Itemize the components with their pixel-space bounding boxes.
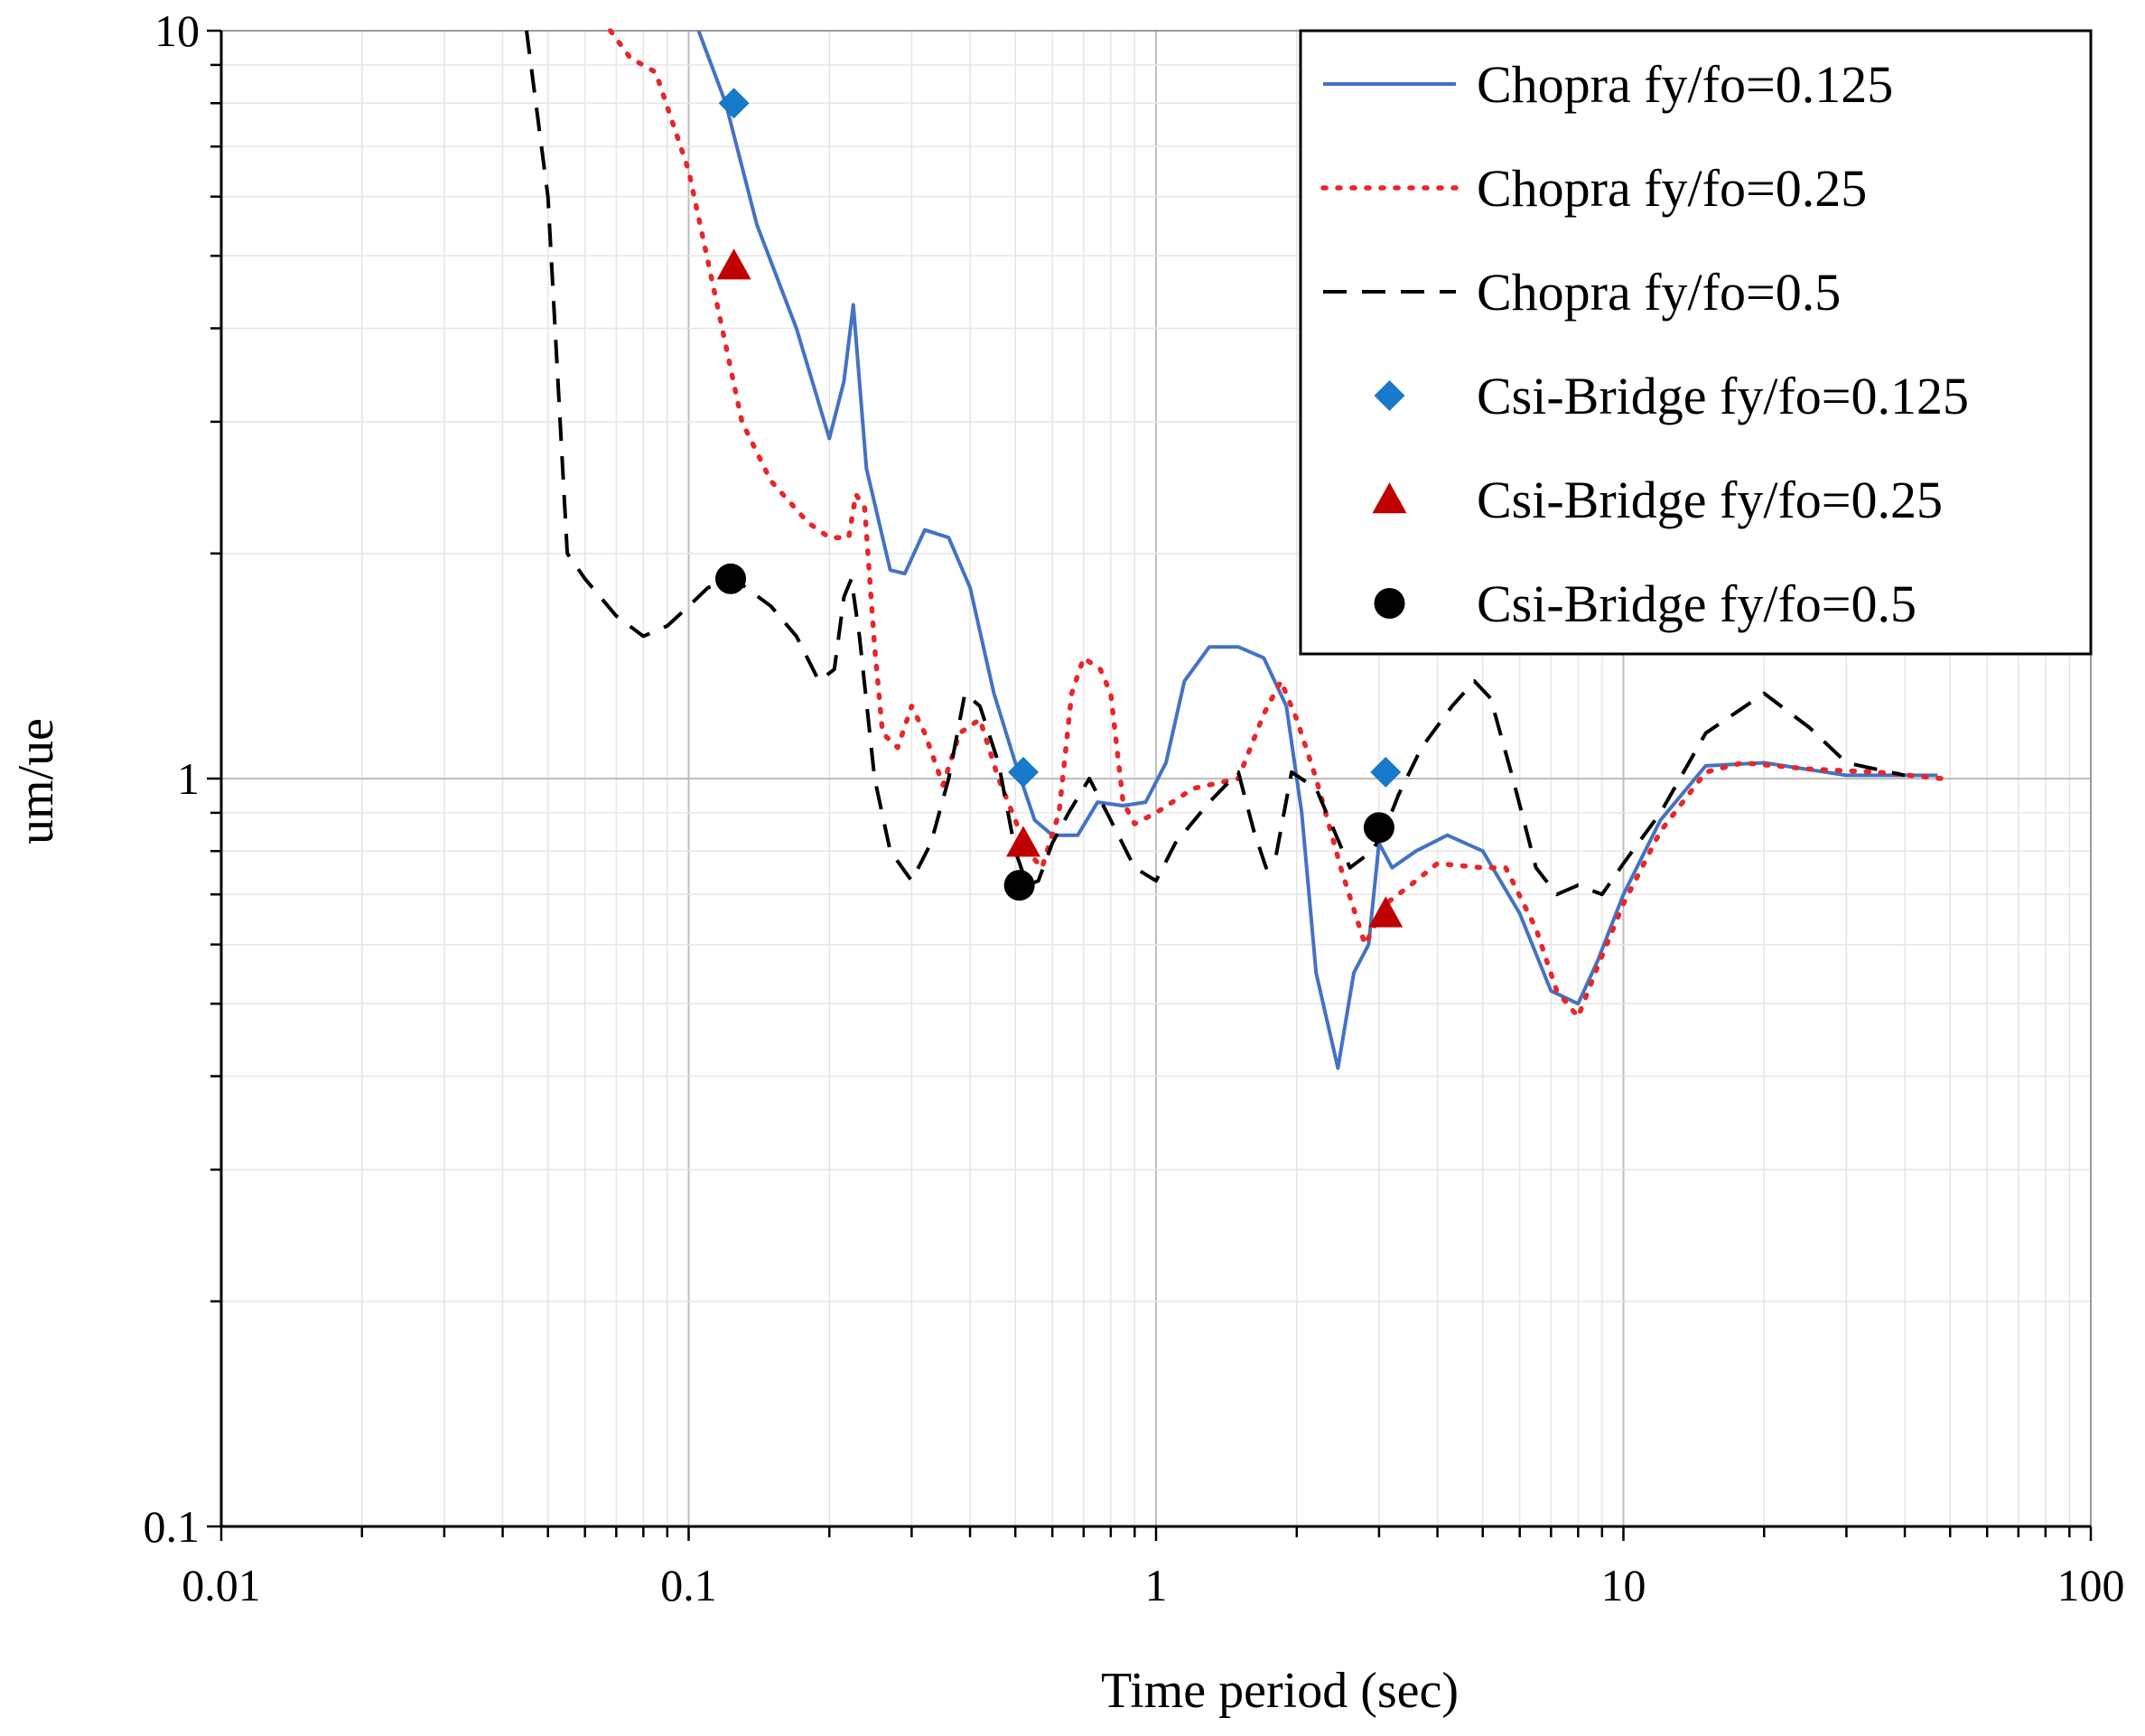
legend-box — [1299, 29, 2093, 656]
series-marker-6 — [715, 563, 747, 594]
series-line-2 — [608, 28, 1944, 1020]
legend-label: Chopra fy/fo=0.5 — [1477, 263, 1841, 322]
y-axis-title: um/ue — [8, 718, 64, 845]
marker-layer — [715, 88, 1404, 928]
legend-label: Csi-Bridge fy/fo=0.25 — [1477, 471, 1943, 529]
legend-label: Chopra fy/fo=0.25 — [1477, 159, 1867, 218]
x-tick-label: 100 — [2057, 1560, 2125, 1610]
grid — [221, 31, 2091, 1526]
legend-marker-symbol — [1372, 482, 1407, 514]
tick-labels: 0.01 0.1 1 10 100 0.1 1 10 — [144, 5, 2125, 1610]
x-axis-title: Time period (sec) — [1101, 1663, 1459, 1719]
series-marker-6 — [1363, 812, 1394, 844]
x-tick-label: 10 — [1601, 1560, 1646, 1610]
y-tick-label: 1 — [177, 753, 200, 804]
legend-label: Csi-Bridge fy/fo=0.5 — [1477, 574, 1917, 633]
series-line-1 — [696, 30, 1938, 1070]
y-tick-label: 0.1 — [144, 1501, 201, 1552]
x-tick-label: 0.1 — [660, 1560, 717, 1610]
series-marker-5 — [1006, 826, 1041, 857]
series-marker-6 — [1003, 870, 1035, 901]
legend-marker-symbol — [1374, 380, 1405, 411]
legend: Chopra fy/fo=0.125 Chopra fy/fo=0.25 Chopr… — [1299, 29, 2093, 656]
x-tick-label: 0.01 — [182, 1560, 261, 1610]
legend-label: Csi-Bridge fy/fo=0.125 — [1477, 367, 1969, 425]
legend-items: Chopra fy/fo=0.125 Chopra fy/fo=0.25 Chopr… — [1320, 55, 1969, 633]
series-marker-4 — [718, 88, 750, 119]
series-marker-4 — [1370, 756, 1402, 788]
x-tick-label: 1 — [1145, 1560, 1168, 1610]
legend-marker-symbol — [1374, 588, 1405, 619]
series-line-3 — [525, 30, 1906, 897]
series-layer — [525, 28, 1944, 1070]
y-tick-label: 10 — [154, 5, 200, 56]
series-marker-4 — [1008, 756, 1040, 788]
series-marker-5 — [716, 248, 751, 280]
legend-label: Chopra fy/fo=0.125 — [1477, 55, 1893, 114]
series-marker-5 — [1368, 896, 1404, 928]
